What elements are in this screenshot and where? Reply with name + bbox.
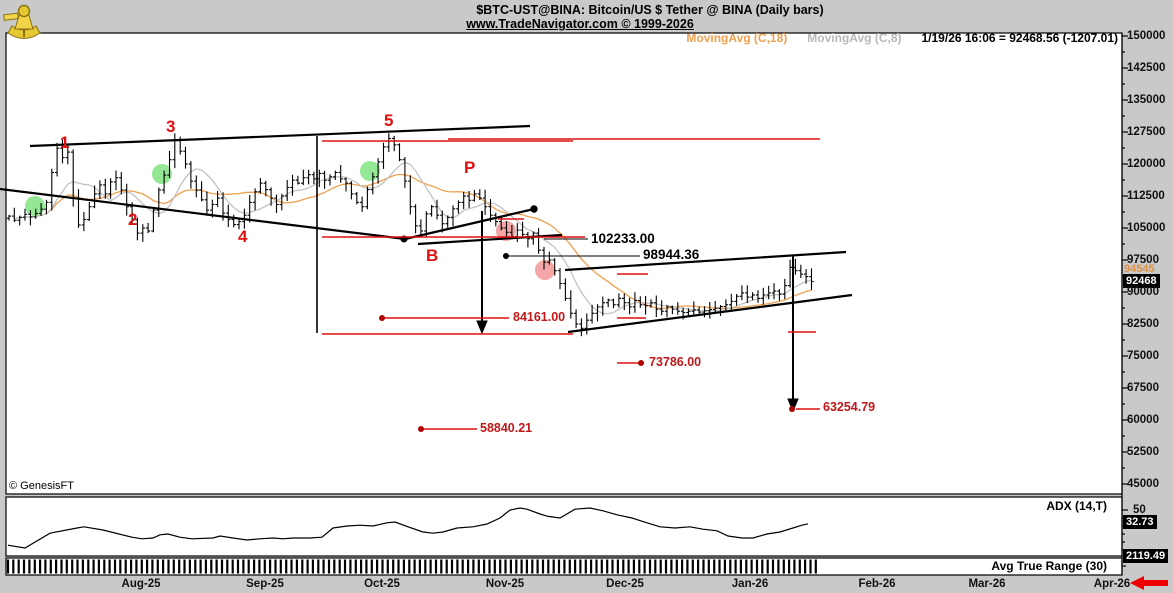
x-axis-month-label: Jan-26 [731, 578, 769, 590]
ohlc-bars [6, 133, 814, 337]
wave-label-5: 5 [384, 111, 394, 130]
wave-label-3: 3 [166, 117, 176, 136]
atr-value-badge: 2119.49 [1123, 549, 1169, 563]
sextant-icon [3, 4, 41, 39]
indicator-legend: MovingAvg (C,18) MovingAvg (C,8) 1/19/26… [686, 31, 1118, 45]
y-axis-label: 52500 [1127, 446, 1159, 458]
wave-label-1: 1 [60, 133, 70, 152]
price-level-label: 58840.21 [480, 421, 533, 435]
legend-ma8[interactable]: MovingAvg (C,8) [807, 31, 902, 45]
price-level-label: 63254.79 [823, 400, 876, 414]
wave-label-P: P [464, 158, 476, 177]
y-axis-label: 75000 [1127, 350, 1159, 362]
x-axis-month-label: Sep-25 [246, 578, 284, 590]
price-level-label: 84161.00 [513, 310, 566, 324]
x-axis-month-label: Apr-26 [1093, 578, 1131, 590]
price-pointer-label: 98944.36 [643, 247, 700, 262]
price-pointer-label: 102233.00 [591, 231, 655, 246]
atr-bars [6, 559, 817, 574]
measurement-arrows[interactable] [316, 136, 799, 413]
ma18-line [14, 173, 812, 310]
x-axis-month-label: Dec-25 [606, 578, 644, 590]
adx-panel[interactable] [5, 496, 1123, 557]
x-axis-month-label: Feb-26 [858, 578, 896, 590]
y-axis-label: 120000 [1127, 158, 1166, 170]
y-axis-label: 112500 [1127, 190, 1165, 202]
adx-curve [7, 507, 809, 549]
chart-title: $BTC-UST@BINA: Bitcoin/US $ Tether @ BIN… [476, 3, 824, 17]
x-axis-month-label: Mar-26 [968, 578, 1006, 590]
website-link[interactable]: www.TradeNavigator.com © 1999-2026 [466, 17, 694, 31]
y-axis-label: 150000 [1127, 30, 1166, 42]
ma-value-badge: 94545 [1124, 263, 1155, 275]
adx-panel-title: ADX (14,T) [1046, 499, 1107, 513]
adx-axis-label: 50 [1133, 504, 1146, 516]
y-axis-label: 135000 [1127, 94, 1166, 106]
copyright-label: © GenesisFT [9, 480, 74, 492]
axis-ticks [1121, 33, 1128, 575]
main-price-panel[interactable] [5, 32, 1123, 495]
adx-value-badge: 32.73 [1123, 515, 1157, 529]
y-axis-label: 45000 [1127, 478, 1159, 490]
wave-label-2: 2 [128, 210, 138, 229]
x-axis-month-label: Oct-25 [364, 578, 400, 590]
legend-ma18[interactable]: MovingAvg (C,18) [686, 31, 788, 45]
y-axis-label: 97500 [1127, 254, 1159, 266]
y-axis-label: 105000 [1127, 222, 1166, 234]
last-quote-readout: 1/19/26 16:06 = 92468.56 (-1207.01) [921, 31, 1119, 45]
y-axis-label: 60000 [1127, 414, 1159, 426]
price-level-label: 73786.00 [649, 355, 702, 369]
wave-label-B: B [426, 246, 439, 265]
trendlines[interactable] [0, 124, 853, 334]
atr-panel-title: Avg True Range (30) [991, 559, 1107, 573]
y-axis-label: 90000 [1127, 286, 1159, 298]
x-axis-month-label: Nov-25 [485, 578, 525, 590]
scroll-right-arrow[interactable] [1130, 576, 1168, 590]
y-axis-label: 82500 [1127, 318, 1159, 330]
y-axis-label: 67500 [1127, 382, 1159, 394]
wave-label-4: 4 [238, 227, 248, 246]
red-level-lines[interactable] [322, 138, 820, 432]
last-price-badge: 92468 [1123, 274, 1160, 288]
y-axis-label: 142500 [1127, 62, 1166, 74]
y-axis-label: 127500 [1127, 126, 1166, 138]
x-axis-month-label: Aug-25 [121, 578, 161, 590]
